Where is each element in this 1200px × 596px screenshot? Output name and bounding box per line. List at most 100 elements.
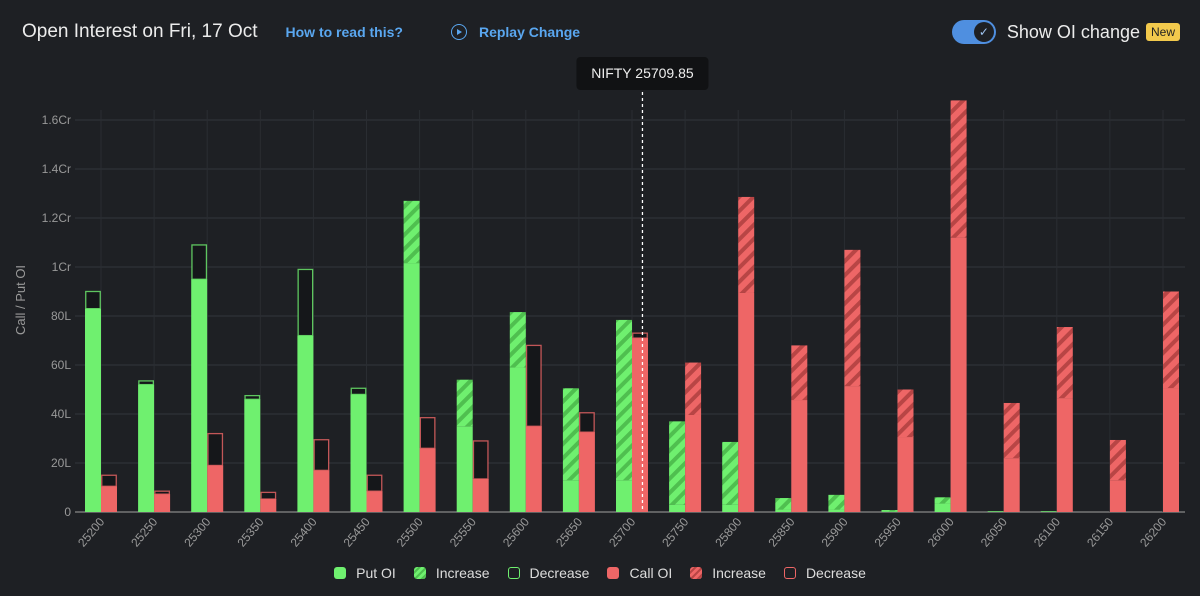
call-oi-bar — [1056, 398, 1073, 512]
call-decrease-bar — [472, 440, 489, 480]
legend-label: Increase — [712, 565, 766, 581]
call-oi-bar — [1109, 480, 1126, 512]
put-oi-bar — [191, 279, 208, 512]
x-tick-label: 25800 — [712, 515, 744, 550]
x-tick-label: 25550 — [447, 515, 479, 550]
call-increase-bar — [738, 196, 755, 293]
put-oi-bar — [562, 480, 579, 512]
call-decrease-bar — [260, 491, 277, 500]
call-oi-bar — [419, 448, 436, 512]
legend-call-oi[interactable]: Call OI — [607, 565, 672, 581]
call-decrease-bar — [632, 332, 648, 339]
legend-put-oi[interactable]: Put OI — [334, 565, 396, 581]
spot-tooltip — [576, 57, 709, 90]
call-oi-bar — [897, 437, 914, 512]
legend-label: Increase — [435, 565, 490, 581]
y-tick-label: 60L — [51, 358, 71, 372]
put-increase-bar — [934, 497, 951, 504]
put-oi-bar — [1040, 511, 1057, 512]
call-oi-bar — [313, 470, 330, 512]
x-tick-label: 26150 — [1084, 515, 1116, 550]
y-tick-label: 0 — [64, 505, 71, 519]
x-tick-label: 25950 — [872, 515, 904, 550]
put-oi-bar — [934, 503, 951, 512]
y-axis-label: Call / Put OI — [13, 265, 28, 335]
put-oi-bar — [85, 308, 101, 512]
x-tick-label: 25400 — [288, 515, 320, 550]
put-increase-swatch — [413, 567, 426, 579]
put-oi-bar — [509, 367, 526, 512]
legend-call-increase[interactable]: Increase — [690, 565, 766, 581]
legend-put-decrease[interactable]: Decrease — [507, 565, 590, 581]
put-increase-bar — [828, 494, 845, 510]
x-tick-label: 25600 — [500, 515, 532, 550]
put-oi-bar — [775, 509, 792, 512]
call-increase-bar — [844, 249, 861, 387]
put-oi-bar — [297, 335, 314, 512]
legend-label: Decrease — [529, 565, 590, 581]
put-oi-bar — [403, 263, 420, 512]
call-oi-bar — [1003, 458, 1020, 512]
put-increase-bar — [881, 510, 898, 512]
put-increase-bar — [722, 441, 739, 505]
x-tick-label: 25750 — [659, 515, 691, 550]
how-to-read-link[interactable]: How to read this? — [285, 24, 403, 40]
call-oi-bar — [366, 491, 383, 512]
replay-change-label: Replay Change — [478, 24, 581, 40]
put-oi-bar — [244, 399, 261, 512]
put-oi-bar — [722, 504, 739, 512]
call-oi-bar — [685, 414, 702, 512]
call-increase-bar — [1109, 439, 1126, 481]
call-increase-bar — [1163, 291, 1179, 389]
spot-label: NIFTY 25709.85 — [591, 65, 694, 81]
put-decrease-bar — [85, 290, 101, 310]
x-tick-label: 25650 — [553, 515, 585, 550]
call-oi-bar — [738, 292, 755, 512]
new-badge: New — [1145, 23, 1180, 41]
call-decrease-bar — [207, 432, 224, 467]
put-increase-bar — [669, 421, 686, 505]
header: Open Interest on Fri, 17 Oct How to read… — [22, 18, 1180, 46]
call-increase-swatch — [690, 567, 703, 579]
call-increase-bar — [950, 100, 967, 238]
call-decrease-bar — [101, 474, 117, 487]
call-oi-bar — [791, 400, 808, 512]
call-swatch — [607, 567, 620, 579]
y-tick-label: 1.4Cr — [42, 162, 71, 176]
call-increase-bar — [897, 389, 914, 438]
put-decrease-swatch — [507, 567, 520, 579]
put-oi-bar — [881, 511, 898, 512]
put-oi-bar — [138, 384, 155, 512]
x-tick-label: 25900 — [819, 515, 851, 550]
x-tick-label: 25500 — [394, 515, 426, 550]
x-tick-label: 25700 — [606, 515, 638, 550]
x-tick-label: 26100 — [1031, 515, 1063, 550]
call-oi-bar — [525, 426, 542, 512]
put-increase-bar — [616, 319, 632, 481]
page-title: Open Interest on Fri, 17 Oct — [22, 21, 258, 42]
x-tick-label: 26000 — [925, 515, 957, 550]
call-decrease-bar — [579, 412, 595, 433]
call-decrease-bar — [154, 490, 171, 495]
x-tick-label: 25450 — [341, 515, 373, 550]
legend-label: Call OI — [629, 565, 673, 581]
show-oi-change-toggle[interactable]: ✓ — [951, 20, 996, 44]
call-oi-bar — [950, 237, 967, 512]
call-decrease-swatch — [783, 567, 796, 579]
legend-call-decrease[interactable]: Decrease — [783, 565, 866, 581]
call-decrease-bar — [366, 474, 383, 492]
legend-put-increase[interactable]: Increase — [413, 565, 490, 581]
put-oi-bar — [350, 394, 367, 512]
replay-change-button[interactable]: Replay Change — [450, 24, 581, 40]
x-tick-label: 26200 — [1137, 515, 1169, 550]
call-increase-bar — [1003, 402, 1020, 459]
put-decrease-bar — [191, 244, 208, 280]
x-tick-label: 26050 — [978, 515, 1010, 550]
call-oi-bar — [632, 338, 648, 512]
legend-label: Decrease — [805, 565, 866, 581]
call-increase-bar — [791, 345, 808, 401]
call-oi-bar — [260, 499, 277, 512]
y-tick-label: 80L — [51, 309, 71, 323]
check-icon: ✓ — [973, 22, 994, 42]
